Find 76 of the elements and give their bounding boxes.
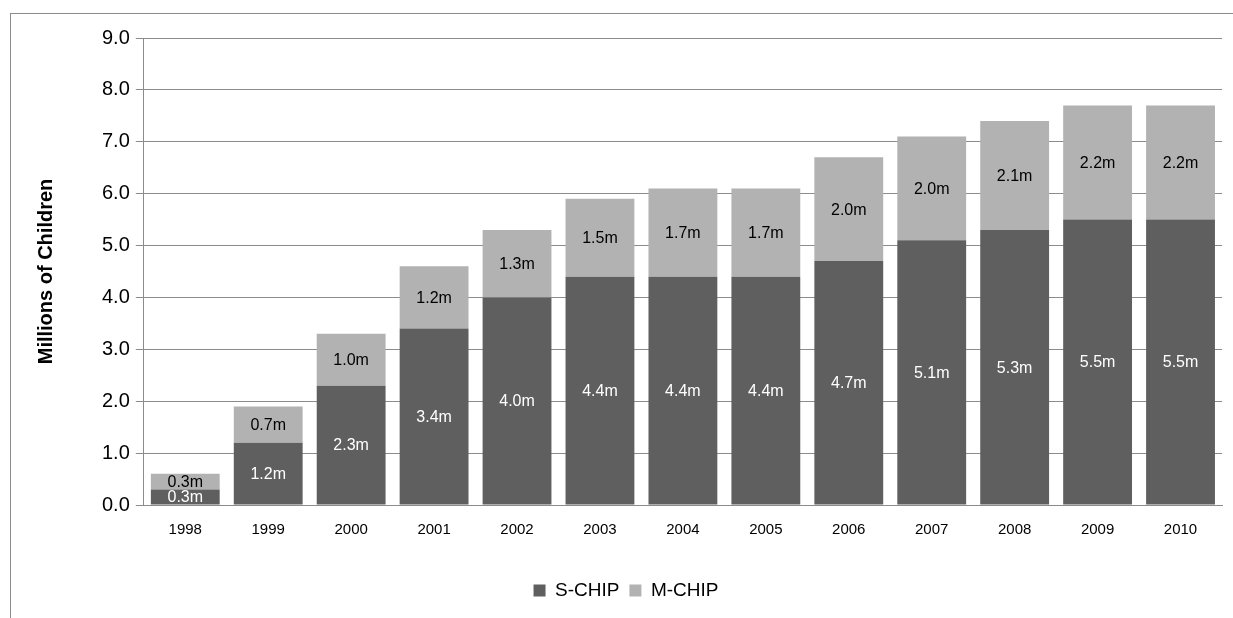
bar bbox=[980, 121, 1050, 230]
data-label: 5.3m bbox=[996, 358, 1033, 376]
bar bbox=[233, 442, 303, 505]
bar bbox=[482, 229, 552, 298]
bar bbox=[897, 136, 967, 241]
data-label: 1.7m bbox=[748, 223, 784, 241]
bar bbox=[980, 229, 1050, 505]
bar bbox=[1146, 105, 1215, 220]
y-axis-title: Millions of Children bbox=[33, 178, 56, 365]
bar bbox=[316, 333, 386, 386]
x-tick-label: 1999 bbox=[251, 520, 285, 538]
x-tick-label: 2006 bbox=[832, 520, 866, 538]
y-tick-label: 8.0 bbox=[101, 77, 130, 100]
y-tick-label: 2.0 bbox=[101, 388, 130, 411]
data-label: 1.3m bbox=[499, 255, 535, 273]
x-tick-label: 2007 bbox=[915, 520, 949, 538]
data-label: 2.2m bbox=[1079, 153, 1116, 171]
data-label: 2.0m bbox=[830, 200, 867, 218]
y-tick-label: 7.0 bbox=[101, 129, 130, 152]
bar bbox=[565, 276, 635, 505]
bar bbox=[233, 406, 303, 443]
y-tick-label: 4.0 bbox=[101, 284, 130, 307]
bar bbox=[1146, 219, 1215, 505]
x-tick-label: 2002 bbox=[500, 520, 534, 538]
data-label: 2.1m bbox=[996, 166, 1033, 184]
bar bbox=[814, 157, 884, 262]
legend-label: M-CHIP bbox=[650, 578, 719, 600]
bar bbox=[731, 188, 801, 277]
bar bbox=[399, 328, 469, 505]
data-label: 0.7m bbox=[250, 415, 286, 433]
data-label: 0.3m bbox=[167, 488, 204, 506]
x-tick-label: 2010 bbox=[1163, 520, 1198, 538]
data-label: 2.2m bbox=[1162, 153, 1199, 171]
data-label: 1.5m bbox=[582, 229, 618, 247]
data-label: 1.0m bbox=[333, 351, 369, 369]
data-label: 5.5m bbox=[1079, 353, 1116, 371]
data-label: 5.1m bbox=[913, 363, 950, 381]
x-tick-label: 2005 bbox=[749, 520, 783, 538]
data-label: 4.7m bbox=[830, 374, 867, 392]
y-tick-label: 0.0 bbox=[101, 492, 130, 515]
y-tick-label: 6.0 bbox=[101, 181, 130, 204]
bar bbox=[1063, 219, 1133, 505]
data-label: 4.0m bbox=[499, 392, 535, 410]
data-label: 1.7m bbox=[665, 223, 701, 241]
data-label: 4.4m bbox=[582, 382, 618, 399]
x-tick-label: 1998 bbox=[168, 520, 202, 538]
y-tick-label: 5.0 bbox=[101, 233, 130, 256]
bar bbox=[648, 276, 718, 505]
bar bbox=[731, 276, 801, 505]
bar bbox=[648, 188, 718, 277]
data-label: 2.0m bbox=[913, 179, 950, 197]
bar bbox=[316, 385, 386, 505]
data-label: 1.2m bbox=[250, 465, 286, 483]
x-tick-label: 2004 bbox=[666, 520, 700, 538]
bar bbox=[565, 198, 635, 277]
y-tick-label: 9.0 bbox=[101, 25, 130, 48]
legend-label: S-CHIP bbox=[555, 578, 620, 600]
data-label: 0.3m bbox=[167, 473, 204, 491]
bar bbox=[399, 266, 469, 329]
data-label: 4.4m bbox=[665, 382, 701, 399]
data-label: 3.4m bbox=[416, 407, 452, 425]
data-label: 5.5m bbox=[1162, 353, 1199, 371]
bar bbox=[1063, 105, 1133, 220]
y-tick-label: 1.0 bbox=[101, 440, 130, 463]
y-tick-label: 3.0 bbox=[101, 336, 130, 359]
x-tick-label: 2009 bbox=[1080, 520, 1115, 538]
x-tick-label: 2000 bbox=[334, 520, 368, 538]
data-label: 1.2m bbox=[416, 288, 452, 306]
x-tick-label: 2003 bbox=[583, 520, 617, 538]
bar bbox=[482, 297, 552, 505]
x-tick-label: 2008 bbox=[997, 520, 1032, 538]
data-label: 2.3m bbox=[333, 436, 369, 454]
bar bbox=[897, 240, 967, 505]
x-tick-label: 2001 bbox=[417, 520, 451, 538]
bar bbox=[814, 261, 884, 505]
data-label: 4.4m bbox=[748, 382, 784, 399]
